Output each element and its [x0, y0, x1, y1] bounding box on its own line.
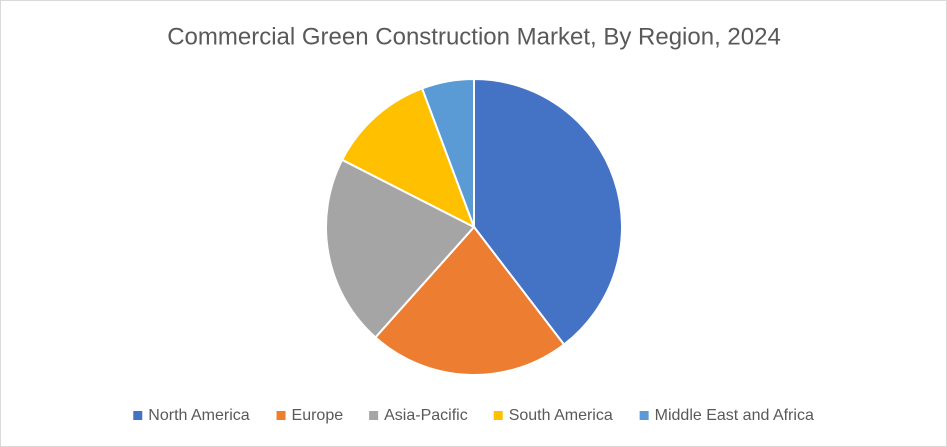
legend-swatch: [369, 411, 379, 420]
legend-label: Europe: [292, 407, 344, 424]
pie-slice: [420, 77, 475, 228]
legend-swatch: [639, 411, 649, 420]
chart-title: Commercial Green Construction Market, By…: [167, 23, 781, 50]
pie-slice: [325, 158, 476, 339]
legend-swatch: [276, 411, 286, 420]
pie-slice: [340, 87, 476, 230]
legend-label: Asia-Pacific: [384, 407, 468, 424]
legend-swatch: [493, 411, 503, 420]
legend-swatch: [133, 411, 143, 420]
legend-label: North America: [148, 407, 249, 424]
legend-label: Middle East and Africa: [655, 407, 814, 424]
legend-label: South America: [509, 407, 613, 424]
pie-slice: [374, 225, 566, 376]
pie-slice: [473, 77, 623, 346]
